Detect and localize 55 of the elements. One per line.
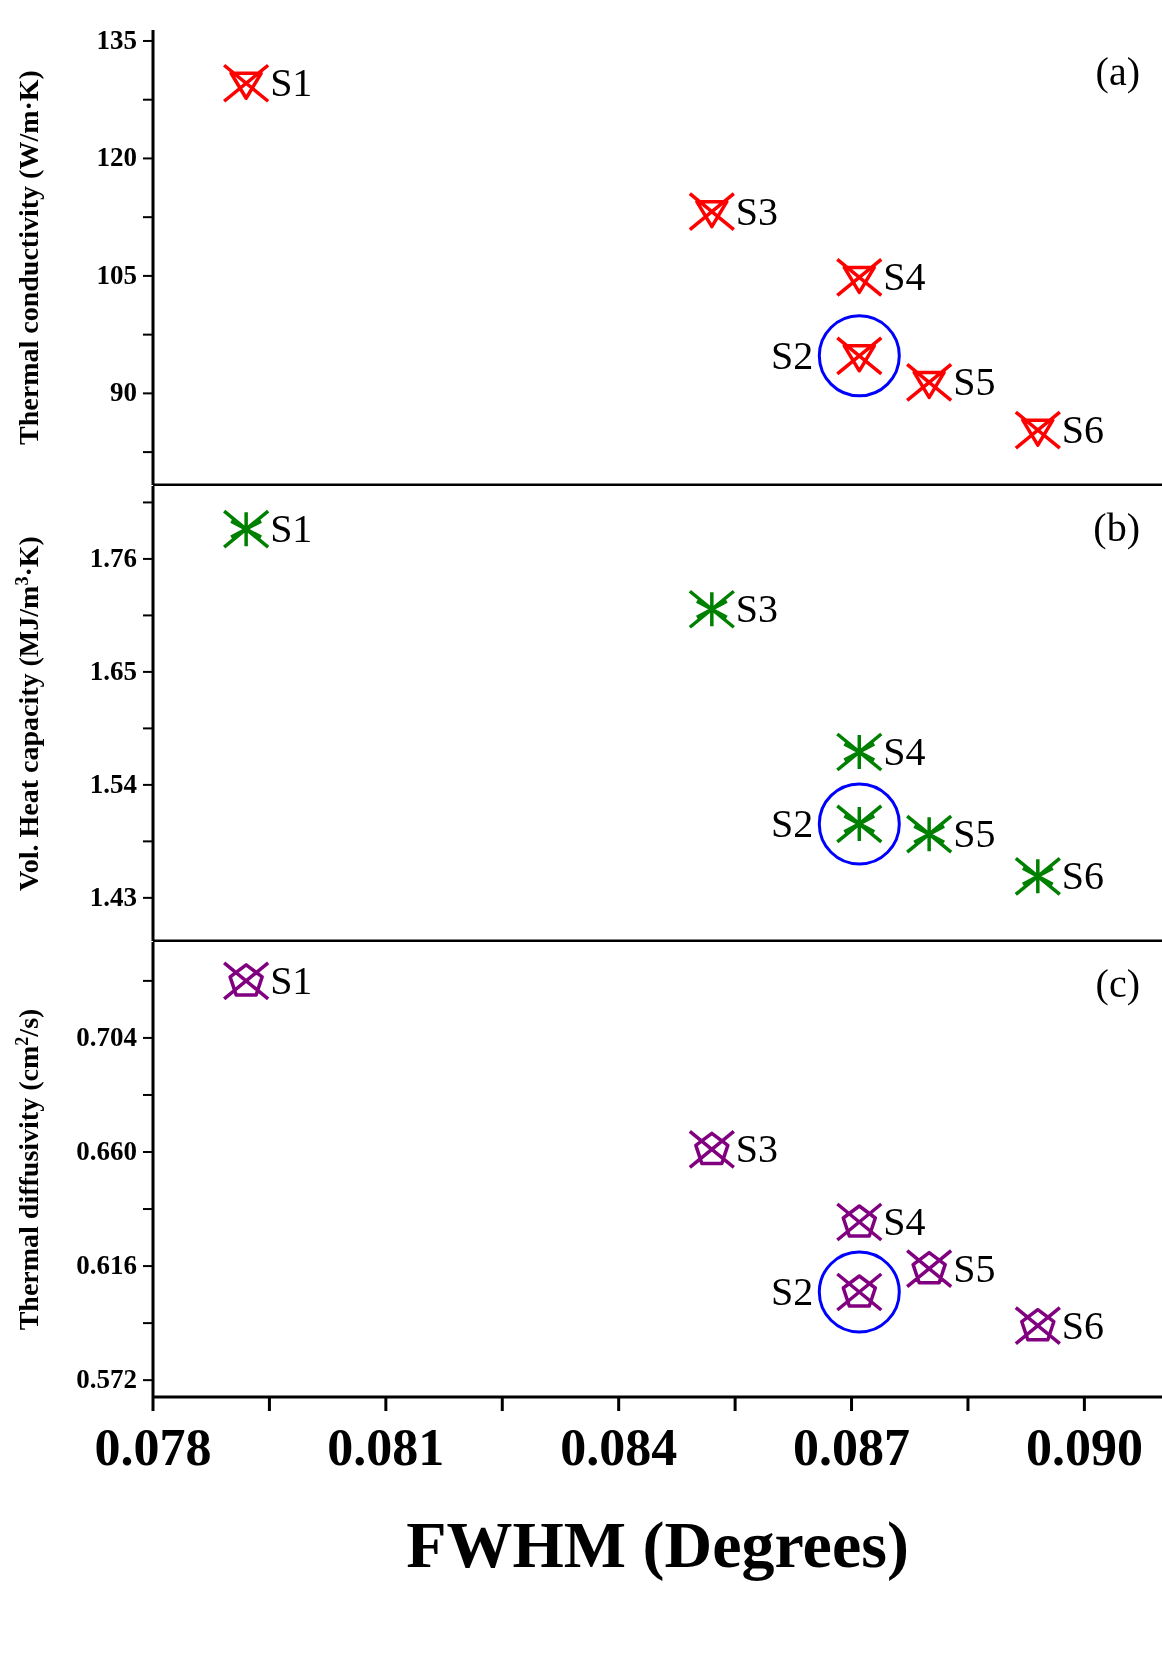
x-axis-title: FWHM (Degrees) <box>406 1508 909 1582</box>
y-tick-label: 0.572 <box>76 1364 137 1395</box>
point <box>688 589 736 629</box>
annotation: S4 <box>883 729 926 775</box>
y-tick-label: 90 <box>110 377 137 408</box>
annotation: S3 <box>735 586 779 632</box>
point <box>688 191 736 232</box>
annotation: (a) <box>1095 48 1140 95</box>
y-tick-label: 135 <box>96 24 137 55</box>
point <box>222 63 270 103</box>
point <box>835 732 884 772</box>
annotation: S6 <box>1061 407 1105 453</box>
annotation: S6 <box>1061 1302 1105 1348</box>
y-tick-label: 1.65 <box>89 655 137 686</box>
annotation: S1 <box>270 506 313 552</box>
text: 0.660 <box>76 1136 137 1166</box>
y-tick-label: 1.76 <box>89 542 137 573</box>
y-tick-label: 120 <box>96 142 137 173</box>
annotation: S4 <box>883 1199 926 1244</box>
annotation: S5 <box>953 359 996 405</box>
annotation: S1 <box>270 60 313 106</box>
y-tick-label: 1.43 <box>89 881 137 912</box>
point <box>905 1248 953 1289</box>
point <box>1014 856 1062 897</box>
point <box>835 257 884 298</box>
point <box>905 362 953 403</box>
annotation: S3 <box>735 188 779 234</box>
annotation: S6 <box>1061 853 1105 899</box>
x-tick-label: 0.084 <box>560 1419 678 1476</box>
point <box>222 961 270 1001</box>
point <box>835 1202 884 1242</box>
x-tick-label: 0.090 <box>1025 1419 1143 1476</box>
annotation: S3 <box>735 1126 779 1172</box>
point <box>905 814 953 854</box>
point <box>1014 1305 1062 1346</box>
annotation: S2 <box>771 332 814 378</box>
point <box>1014 410 1062 450</box>
annotation: S2 <box>771 800 814 846</box>
y-tick-label: 0.704 <box>76 1021 137 1052</box>
y-tick-label: 105 <box>96 259 137 290</box>
annotation: S2 <box>771 1269 814 1314</box>
annotation: S5 <box>953 811 996 857</box>
x-tick-label: 0.081 <box>327 1419 445 1476</box>
y-tick-label: 1.54 <box>89 768 137 799</box>
point <box>688 1129 736 1170</box>
annotation: S4 <box>883 254 926 300</box>
y-axis-title: Thermal conductivity (W/m·K) <box>13 70 44 445</box>
x-tick-label: 0.087 <box>793 1419 911 1476</box>
x-tick-label: 0.078 <box>94 1419 212 1476</box>
y-tick-label: 0.616 <box>76 1250 137 1281</box>
annotation: S1 <box>270 957 313 1003</box>
annotation: (c) <box>1095 960 1140 1007</box>
annotation: S5 <box>953 1245 996 1291</box>
point <box>222 509 270 549</box>
annotation: (b) <box>1093 504 1140 551</box>
